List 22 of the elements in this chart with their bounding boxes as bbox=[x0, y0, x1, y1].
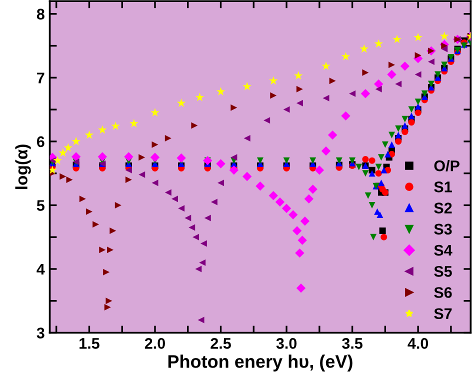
legend-label: S1 bbox=[434, 182, 452, 192]
legend-label: S3 bbox=[434, 224, 452, 235]
x-axis-title: Photon enery hυ, (eV) bbox=[168, 354, 352, 372]
x-tick-label: 2.0 bbox=[144, 338, 165, 349]
y-axis-title: log(α) bbox=[15, 144, 31, 189]
legend-label: O/P bbox=[434, 160, 460, 172]
x-tick-label: 3.0 bbox=[276, 338, 297, 349]
y-tick-label: 4 bbox=[36, 264, 45, 275]
x-tick-label: 3.5 bbox=[342, 338, 362, 349]
x-tick-label: 4.0 bbox=[408, 338, 428, 349]
legend-label: S5 bbox=[434, 266, 452, 277]
legend-label: S7 bbox=[434, 308, 452, 320]
y-tick-label: 6 bbox=[36, 136, 44, 148]
legend-label: S6 bbox=[434, 287, 452, 298]
y-tick-label: 7 bbox=[37, 72, 44, 84]
legend-label: S4 bbox=[434, 244, 452, 256]
legend-label: S2 bbox=[434, 202, 452, 214]
x-tick-label: 2.5 bbox=[210, 338, 231, 349]
y-tick-label: 5 bbox=[36, 200, 44, 211]
y-tick-label: 3 bbox=[36, 328, 44, 338]
y-tick-label: 8 bbox=[36, 8, 44, 20]
x-tick-label: 1.5 bbox=[80, 338, 100, 349]
